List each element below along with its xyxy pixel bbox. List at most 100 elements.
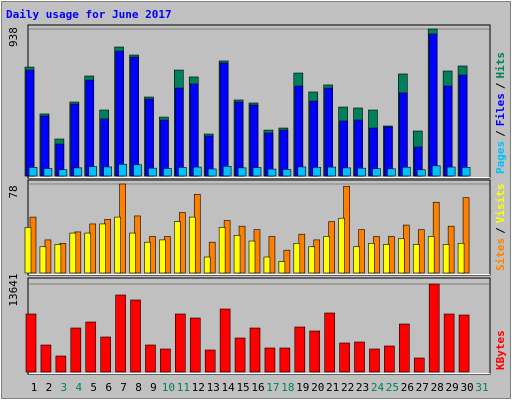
x-tick-label: 9: [150, 381, 157, 394]
bar: [54, 244, 62, 274]
legend-entry: Files: [494, 93, 507, 126]
bar: [428, 33, 438, 177]
bar: [129, 232, 136, 274]
bar: [399, 323, 410, 373]
bar: [204, 349, 216, 373]
bar: [189, 317, 201, 373]
bar: [413, 357, 425, 373]
bar: [264, 347, 276, 373]
bar: [39, 246, 47, 274]
bar: [263, 256, 271, 274]
bar: [99, 223, 106, 274]
bar: [443, 85, 453, 177]
bar: [458, 74, 468, 177]
bar: [308, 246, 316, 274]
bar: [118, 163, 127, 177]
bar: [43, 168, 53, 177]
bar: [69, 232, 77, 274]
bar: [294, 326, 306, 373]
x-tick-label: 31: [475, 381, 488, 394]
bar: [309, 100, 319, 177]
x-tick-label: 24: [371, 381, 385, 394]
x-tick-label: 2: [46, 381, 53, 394]
bar: [446, 166, 456, 177]
bar: [130, 299, 141, 373]
x-tick-label: 13: [207, 381, 220, 394]
x-tick-label: 8: [135, 381, 142, 394]
bar: [309, 330, 321, 373]
bar: [369, 348, 380, 373]
bar: [115, 294, 126, 373]
y-tick-label: 78: [7, 185, 20, 198]
bar: [144, 241, 151, 274]
bar: [327, 166, 336, 177]
bar: [297, 166, 307, 177]
bar: [252, 167, 262, 177]
legend: Pages / Files / Hits: [494, 52, 507, 174]
bar: [443, 313, 455, 373]
bar: [160, 348, 171, 373]
bar: [416, 169, 426, 177]
bar: [219, 62, 229, 177]
x-tick-label: 30: [460, 381, 473, 394]
bar: [431, 165, 441, 177]
legend-entry: Hits: [494, 52, 507, 79]
bar: [130, 56, 139, 177]
bar: [25, 69, 35, 177]
bar: [24, 227, 32, 274]
bar: [175, 313, 186, 373]
x-tick-label: 11: [177, 381, 190, 394]
bar: [148, 167, 157, 177]
bar: [28, 167, 38, 177]
x-tick-label: 15: [236, 381, 249, 394]
bar: [338, 217, 345, 274]
legend-separator: /: [494, 130, 507, 137]
bar: [398, 238, 405, 274]
bar: [357, 167, 366, 177]
bar: [461, 167, 471, 177]
bar: [133, 164, 142, 177]
bar: [175, 87, 184, 177]
bar: [354, 341, 365, 373]
bar: [88, 166, 98, 177]
bar: [462, 197, 470, 274]
bar: [267, 168, 277, 177]
bar: [324, 312, 335, 373]
bar: [58, 169, 68, 177]
bar: [178, 167, 187, 177]
x-tick-label: 4: [75, 381, 82, 394]
x-tick-label: 10: [162, 381, 175, 394]
bar: [159, 239, 166, 274]
bar: [55, 355, 67, 373]
bar: [458, 314, 470, 373]
bar: [73, 167, 83, 177]
bar: [282, 169, 292, 177]
bar: [189, 83, 199, 177]
x-tick-label: 6: [105, 381, 112, 394]
legend-entry: Sites: [494, 238, 507, 271]
bar: [368, 243, 375, 274]
x-tick-label: 16: [251, 381, 264, 394]
bar: [218, 227, 226, 274]
bar: [222, 165, 232, 177]
bar: [457, 243, 465, 274]
bar: [353, 246, 360, 274]
bar: [268, 236, 276, 274]
legend-entry: Pages: [494, 141, 507, 174]
bar: [372, 168, 381, 177]
bar: [324, 87, 333, 177]
bar: [40, 115, 50, 177]
bar: [145, 344, 156, 373]
bar: [192, 166, 202, 177]
x-tick-label: 28: [431, 381, 444, 394]
legend-entry: Visits: [494, 184, 507, 224]
chart-title: Daily usage for June 2017: [6, 8, 172, 21]
bar: [203, 256, 211, 274]
x-tick-label: 14: [222, 381, 236, 394]
bar: [402, 166, 411, 177]
bar: [234, 337, 246, 373]
x-tick-label: 7: [120, 381, 127, 394]
bar: [294, 85, 304, 177]
